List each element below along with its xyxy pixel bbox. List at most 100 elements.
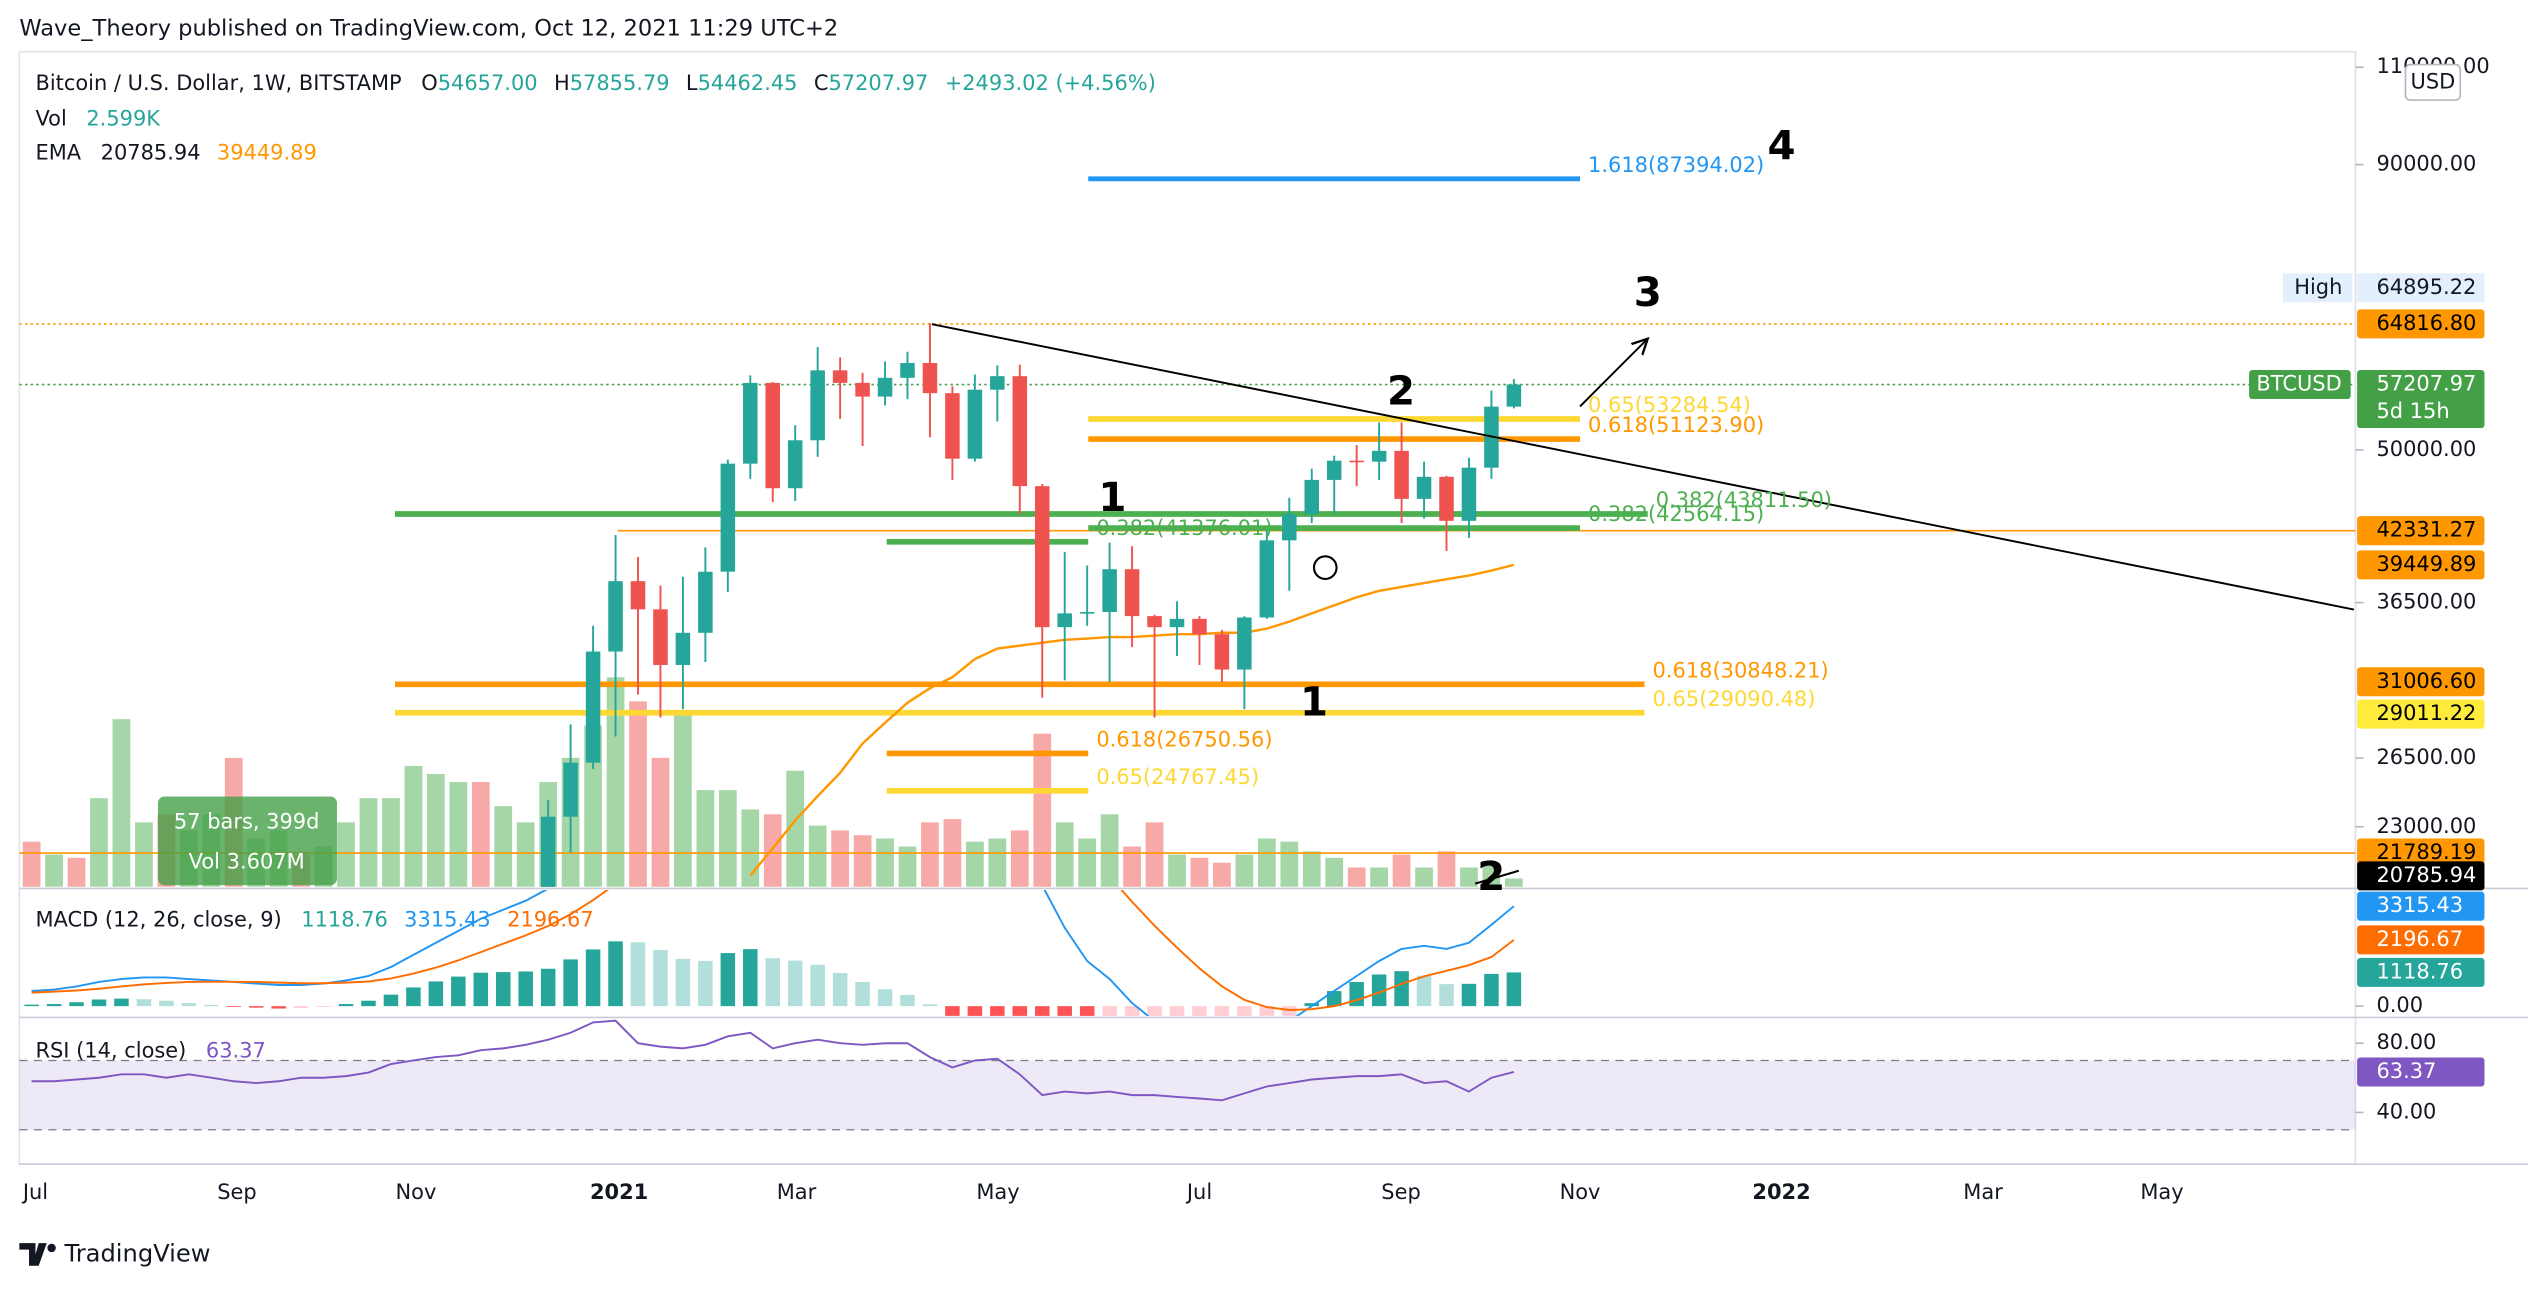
macd-histogram-bar bbox=[338, 1004, 354, 1007]
macd-histogram-bar bbox=[630, 942, 646, 1007]
candle-body bbox=[563, 762, 578, 817]
candle-body bbox=[1326, 460, 1342, 480]
legend: RSI (14, close) 63.37 bbox=[35, 1038, 265, 1062]
volume-bar bbox=[337, 822, 355, 887]
macd-histogram-bar bbox=[900, 994, 915, 1007]
macd-histogram-bar bbox=[383, 994, 399, 1007]
axes: 110000.0090000.0050000.0036500.0026500.0… bbox=[2249, 54, 2490, 1123]
candle-body bbox=[877, 377, 893, 397]
rsi-pane bbox=[19, 1019, 2356, 1131]
price-badge bbox=[2357, 516, 2485, 546]
x-tick-label: Nov bbox=[396, 1180, 437, 1204]
macd-histogram-bar bbox=[1124, 1006, 1140, 1016]
macd-histogram-bar bbox=[1169, 1006, 1185, 1016]
volume-bar bbox=[494, 806, 513, 887]
rsi-badge-label: 63.37 bbox=[2376, 1059, 2436, 1083]
macd-histogram-bar bbox=[1304, 1003, 1320, 1007]
macd-histogram-bar bbox=[114, 998, 129, 1007]
candle-body bbox=[1282, 514, 1297, 541]
candle-body bbox=[1439, 476, 1454, 521]
volume-bar bbox=[67, 857, 86, 887]
macd-histogram-bar bbox=[922, 1004, 938, 1007]
macd-histogram-bar bbox=[855, 982, 870, 1007]
candle-body bbox=[787, 440, 803, 489]
ohlc-label: H bbox=[554, 71, 570, 95]
macd-histogram-bar bbox=[832, 972, 848, 1007]
macd-histogram-bar bbox=[316, 1006, 331, 1007]
legend-name: RSI (14, close) bbox=[35, 1038, 186, 1062]
rsi-badge bbox=[2357, 1057, 2485, 1087]
candle-body bbox=[698, 571, 713, 633]
candle-body bbox=[1371, 450, 1387, 462]
x-tick-label: 2022 bbox=[1752, 1180, 1810, 1204]
candle-body bbox=[810, 370, 825, 441]
y-tick-label: 40.00 bbox=[2376, 1099, 2436, 1123]
volume-bar bbox=[45, 854, 63, 887]
high-badge bbox=[2357, 273, 2485, 303]
footer: TradingView bbox=[63, 1239, 210, 1267]
candle-body bbox=[1304, 479, 1320, 515]
volume-bar bbox=[1280, 841, 1299, 887]
volume-bar bbox=[898, 846, 917, 887]
legend: MACD (12, 26, close, 9) 1118.76 3315.43 … bbox=[35, 908, 593, 932]
macd-histogram-bar bbox=[1012, 1006, 1028, 1016]
signal-line bbox=[31, 890, 1515, 1011]
logo bbox=[47, 1243, 56, 1253]
macd-histogram-bar bbox=[810, 964, 825, 1007]
volume-bar bbox=[359, 798, 378, 887]
macd-histogram-bar bbox=[675, 958, 691, 1007]
volume-bar bbox=[1460, 867, 1478, 887]
arrow bbox=[1579, 339, 1648, 408]
candle-body bbox=[1416, 476, 1432, 499]
volume-bar bbox=[1392, 854, 1411, 887]
macd-histogram-bar bbox=[248, 1006, 264, 1008]
legend-value: 3315.43 bbox=[404, 908, 491, 932]
macd-histogram-bar bbox=[1079, 1006, 1095, 1016]
symbol-badge-name: BTCUSD bbox=[2256, 372, 2341, 396]
y-tick-label: 23000.00 bbox=[2376, 814, 2476, 838]
fib-label: 0.618(30848.21) bbox=[1653, 658, 1829, 682]
macd-badge bbox=[2357, 891, 2485, 921]
macd-badge-label: 1118.76 bbox=[2376, 959, 2463, 983]
volume-bar bbox=[966, 841, 984, 887]
candle-body bbox=[720, 463, 736, 572]
candle-body bbox=[1124, 569, 1140, 617]
candle-body bbox=[900, 363, 915, 378]
volume-bar bbox=[1010, 830, 1029, 887]
volume-bar bbox=[921, 822, 939, 887]
candle-body bbox=[1237, 617, 1252, 670]
currency-box[interactable] bbox=[2404, 63, 2462, 101]
legend-name: Vol bbox=[35, 106, 66, 130]
fib-label: 0.618(26750.56) bbox=[1096, 728, 1272, 752]
high-badge-label: 64895.22 bbox=[2376, 275, 2476, 299]
macd-histogram-bar bbox=[91, 999, 107, 1007]
y-tick-label: 80.00 bbox=[2376, 1030, 2436, 1054]
volume-bar bbox=[404, 765, 423, 887]
volume-bar bbox=[135, 822, 153, 887]
volume-bar bbox=[90, 798, 108, 887]
volume-bar bbox=[471, 782, 490, 887]
volume-bar bbox=[651, 757, 670, 887]
macd-histogram-bar bbox=[1282, 1006, 1297, 1016]
wave-label: 1 bbox=[1098, 474, 1126, 521]
x-tick-label: Jul bbox=[21, 1180, 48, 1204]
macd-histogram-bar bbox=[1439, 984, 1454, 1007]
candle-body bbox=[945, 393, 960, 459]
macd-histogram-bar bbox=[518, 971, 533, 1007]
y-tick-label: 26500.00 bbox=[2376, 745, 2476, 769]
macd-histogram-bar bbox=[1349, 982, 1364, 1007]
price-badge bbox=[2357, 550, 2485, 580]
volume-bar bbox=[763, 814, 782, 887]
macd-histogram-bar bbox=[877, 989, 893, 1007]
macd-histogram-bar bbox=[428, 981, 444, 1007]
macd-histogram-bar bbox=[653, 950, 668, 1007]
candle-body bbox=[1012, 376, 1028, 487]
macd-badge bbox=[2357, 957, 2485, 987]
candle-body bbox=[832, 370, 848, 383]
macd-badge-label: 3315.43 bbox=[2376, 893, 2463, 917]
price-badge bbox=[2357, 667, 2485, 697]
volume-bar bbox=[1235, 854, 1254, 887]
currency[interactable]: USD bbox=[2411, 69, 2456, 93]
x-tick-label: Mar bbox=[1963, 1180, 2003, 1204]
